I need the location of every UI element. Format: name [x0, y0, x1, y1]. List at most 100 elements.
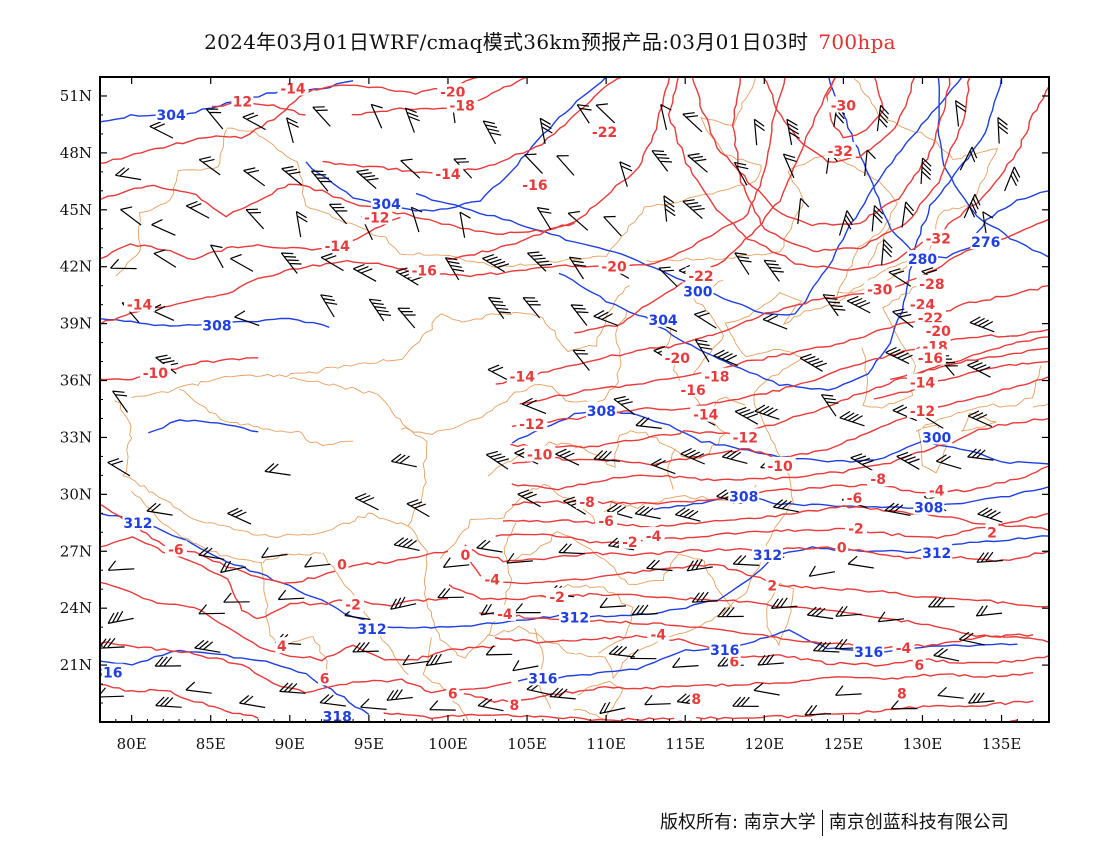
contour-label-bg — [906, 250, 938, 267]
contour-label-bg — [446, 684, 460, 701]
temperature-contour — [502, 504, 1049, 532]
contour-label-bg — [853, 642, 885, 659]
contour-label-bg — [906, 401, 938, 418]
contour-label: -6 — [598, 514, 614, 530]
wind-barb — [277, 589, 305, 601]
wind-barb — [693, 310, 717, 329]
lat-tick-label: 21N — [60, 656, 92, 674]
contour-label: -12 — [519, 417, 544, 433]
wind-barb — [568, 256, 587, 280]
wind-barb — [485, 450, 510, 470]
lon-tick-label: 115E — [665, 735, 705, 753]
wind-barb — [570, 304, 589, 326]
contour-label-bg — [867, 470, 890, 487]
contour-label: -4 — [651, 628, 667, 644]
wind-barb — [599, 597, 627, 609]
wind-barb — [650, 458, 676, 475]
wind-barb — [243, 167, 266, 187]
wind-barb — [115, 167, 142, 181]
wind-barb — [185, 200, 210, 219]
contour-label-bg — [895, 684, 909, 701]
temperature-contour — [762, 77, 916, 163]
boundary-line — [226, 77, 762, 268]
wind-barb — [556, 155, 575, 176]
boundary-line — [322, 552, 409, 675]
wind-barb — [198, 546, 225, 560]
wind-barb — [812, 641, 840, 653]
wind-barb — [734, 252, 752, 276]
contour-label: 8 — [897, 687, 907, 703]
wind-barb — [629, 649, 657, 660]
wind-barb — [682, 112, 703, 133]
wind-barb — [210, 244, 224, 269]
contour-label-bg — [595, 511, 618, 528]
wind-barb — [107, 458, 131, 477]
wind-barb — [304, 556, 331, 568]
wind-barb — [782, 153, 797, 179]
contour-label-bg — [275, 637, 289, 654]
temperature-contour — [446, 77, 671, 261]
wind-barb — [536, 207, 552, 231]
contour-label-bg — [356, 620, 388, 637]
contour-label-bg — [318, 669, 332, 686]
contour-label-bg — [824, 141, 856, 158]
contour-label-bg — [912, 656, 926, 673]
lon-tick-label: 95E — [354, 735, 384, 753]
contour-label-bg — [122, 513, 154, 530]
wind-barb — [901, 201, 915, 228]
contour-label-bg — [458, 546, 472, 563]
boundary-line — [130, 490, 262, 564]
lat-tick-label: 48N — [60, 144, 92, 162]
contour-label: -30 — [831, 98, 857, 114]
boundary-line — [708, 396, 746, 411]
contour-label: 308 — [202, 319, 231, 335]
title-main: 2024年03月01日WRF/cmaq模式36km预报产品:03月01日03时 — [204, 30, 809, 54]
contour-label-bg — [139, 363, 171, 380]
contour-label-bg — [408, 261, 440, 278]
wind-barb — [194, 639, 221, 653]
contour-label: 304 — [157, 108, 186, 124]
wind-barb — [593, 450, 620, 462]
wind-barb — [658, 266, 678, 287]
wind-barb — [514, 603, 541, 614]
wind-barb — [771, 597, 798, 609]
contour-label: -2 — [549, 590, 565, 606]
lon-tick-label: 90E — [275, 735, 305, 753]
contour-label-bg — [845, 519, 868, 536]
temperature-contour — [322, 77, 623, 176]
contour-label-bg — [576, 492, 599, 509]
temperature-contour — [100, 504, 449, 584]
wind-barb — [354, 492, 379, 511]
contour-label: -8 — [870, 472, 886, 488]
wind-barb — [835, 605, 862, 617]
contour-label: -32 — [828, 144, 853, 160]
boundary-line — [115, 128, 228, 277]
wind-barb — [753, 682, 780, 696]
wind-barb — [506, 552, 533, 564]
contour-label-bg — [100, 663, 124, 680]
contour-label: -10 — [767, 459, 793, 475]
contour-label-bg — [661, 348, 693, 365]
wind-barb — [820, 394, 839, 417]
wind-barb — [1004, 166, 1021, 192]
temperature-contour — [510, 347, 1049, 449]
contour-label-bg — [585, 401, 617, 418]
contour-label: 12 — [233, 95, 252, 111]
lat-tick-label: 33N — [60, 428, 92, 446]
wind-barb — [687, 153, 708, 173]
wind-barb — [631, 604, 658, 616]
temperature-contour — [351, 77, 528, 116]
contour-label-bg — [516, 415, 548, 432]
lon-tick-label: 105E — [507, 735, 547, 753]
wind-barb — [576, 104, 592, 127]
wind-barb — [773, 499, 800, 513]
boundary-line — [667, 448, 677, 490]
wind-barb — [850, 453, 874, 472]
lon-tick-label: 80E — [117, 735, 147, 753]
wind-barb — [967, 360, 991, 378]
contour-label-bg — [519, 176, 551, 193]
wind-barb — [672, 657, 699, 668]
lat-tick-label: 42N — [60, 258, 92, 276]
wind-barb — [967, 410, 993, 428]
wind-barb — [762, 313, 788, 330]
